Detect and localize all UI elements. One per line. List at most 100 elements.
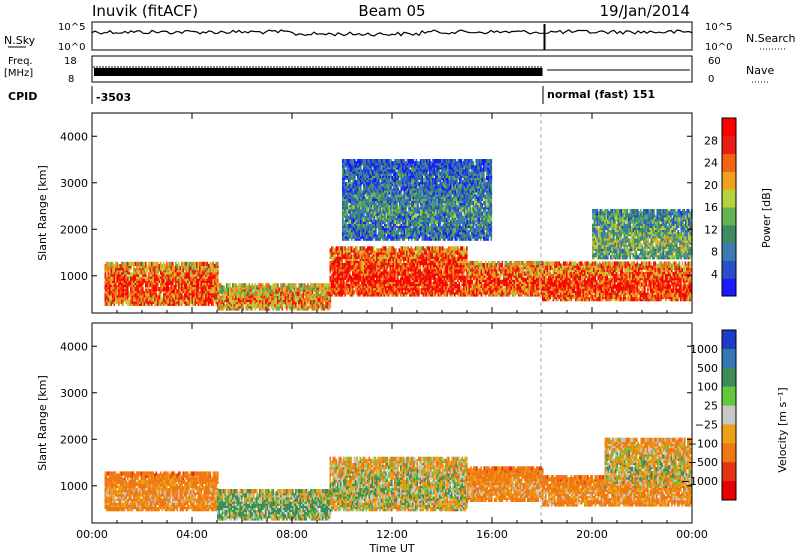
data-cell — [455, 263, 458, 268]
data-cell — [134, 287, 137, 292]
data-cell — [391, 246, 393, 251]
data-cell — [463, 267, 465, 272]
noise-tick-top: 10^5 — [58, 22, 85, 33]
nave-tick-top: 60 — [708, 56, 721, 67]
cpid-value-2: normal (fast) 151 — [547, 88, 655, 101]
data-cell — [289, 293, 291, 298]
data-cell — [134, 268, 137, 273]
data-cell — [227, 283, 230, 288]
data-cell — [352, 246, 354, 251]
data-cell — [251, 283, 254, 288]
data-cell — [377, 283, 380, 289]
data-cell — [230, 291, 233, 296]
data-cell — [268, 302, 270, 307]
data-cell — [193, 293, 195, 298]
data-cell — [338, 267, 341, 272]
data-cell — [388, 258, 390, 264]
data-cell — [442, 256, 444, 261]
data-cell — [449, 279, 452, 284]
data-cell — [358, 250, 360, 255]
data-cell — [152, 287, 155, 292]
data-cell — [302, 304, 305, 309]
data-cell — [220, 283, 222, 288]
data-cell — [136, 295, 138, 300]
data-cell — [454, 258, 456, 264]
data-cell — [190, 270, 192, 275]
data-cell — [301, 283, 303, 288]
data-cell — [477, 260, 480, 266]
data-cell — [413, 271, 416, 276]
data-cell — [534, 275, 537, 280]
data-cell — [385, 275, 387, 280]
data-cell — [130, 261, 132, 267]
data-cell — [412, 258, 414, 264]
data-cell — [193, 297, 195, 302]
data-cell — [480, 271, 483, 276]
data-cell — [579, 284, 582, 289]
data-cell — [579, 280, 582, 285]
data-cell — [386, 265, 389, 270]
noise-tick-bottom: 10^0 — [58, 42, 85, 53]
data-cell — [338, 273, 341, 278]
freq-tick-top: 18 — [64, 56, 77, 67]
data-cell — [314, 306, 317, 311]
data-cell — [539, 292, 541, 297]
data-cell — [507, 263, 510, 268]
data-cell — [161, 263, 164, 269]
data-cell — [331, 256, 333, 261]
data-cell — [385, 246, 387, 251]
data-cell — [362, 263, 365, 268]
data-cell — [501, 279, 504, 284]
data-cell — [461, 292, 464, 297]
data-cell — [382, 267, 384, 272]
noise-tick-top-right: 10^5 — [705, 22, 732, 33]
data-cell — [161, 284, 164, 290]
data-cell — [425, 273, 428, 278]
data-cell — [272, 283, 275, 288]
data-cell — [112, 284, 114, 290]
data-cell — [536, 271, 538, 276]
data-cell — [259, 283, 261, 288]
data-cell — [494, 273, 496, 278]
data-cell — [172, 268, 174, 273]
data-cell — [572, 261, 574, 266]
data-cell — [407, 288, 410, 293]
data-cell — [331, 246, 333, 251]
data-cell — [569, 288, 571, 293]
data-cell — [418, 286, 420, 291]
data-cell — [391, 260, 393, 266]
data-cell — [217, 283, 219, 288]
data-cell — [546, 271, 549, 277]
data-cell — [494, 260, 496, 266]
data-cell — [323, 283, 326, 288]
data-cell — [146, 276, 149, 281]
data-cell — [214, 270, 216, 275]
data-cell — [567, 263, 570, 268]
data-cell — [308, 293, 311, 298]
data-cell — [235, 291, 237, 296]
data-cell — [220, 295, 222, 301]
data-cell — [187, 261, 189, 267]
data-cell — [560, 263, 562, 268]
data-cell — [160, 293, 162, 298]
data-cell — [343, 263, 345, 268]
data-cell — [542, 286, 544, 291]
data-cell — [474, 290, 477, 295]
data-cell — [428, 265, 431, 270]
data-cell — [474, 281, 477, 287]
data-cell — [196, 276, 198, 281]
data-cell — [155, 284, 158, 290]
data-cell — [361, 246, 363, 251]
data-cell — [238, 297, 240, 303]
data-cell — [343, 273, 345, 278]
data-cell — [164, 263, 167, 269]
data-cell — [113, 293, 116, 298]
data-cell — [506, 290, 508, 295]
data-cell — [380, 288, 383, 293]
data-cell — [310, 283, 312, 288]
data-cell — [200, 261, 203, 267]
data-cell — [561, 297, 564, 302]
data-cell — [471, 279, 474, 284]
data-cell — [250, 300, 252, 305]
